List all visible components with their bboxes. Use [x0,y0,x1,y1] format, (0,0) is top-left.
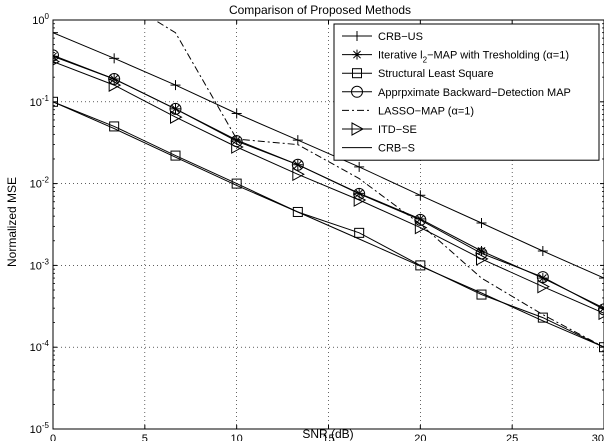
series-line [53,54,604,310]
x-tick-label: 15 [322,433,334,441]
plus-marker [109,53,120,64]
plus-marker [415,190,426,201]
plus-marker [170,80,181,91]
plus-marker [476,217,487,228]
x-tick-label: 0 [50,433,56,441]
circle-marker [291,158,304,171]
triangle-marker [170,110,183,124]
legend-item: ITD−SE [342,122,417,136]
x-tick-label: 5 [142,433,148,441]
triangle-marker [414,220,428,235]
series-line [153,20,604,348]
series-line [53,101,604,348]
axis-ticks: 0 5 10 15 20 25 30 10-5 10-4 10-3 10-2 10-1 100 [30,12,604,441]
series-5 [53,57,604,321]
legend-box [333,23,600,161]
y-tick-label: 10-4 [30,339,50,354]
legend-label: Apprpximate Backward−Detection MAP [378,87,571,99]
legend-label: LASSO−MAP (α=1) [378,105,474,117]
legend: CRB−US Iterative l2−MAP with Tresholding … [333,23,600,161]
x-tick-label: 30 [592,433,604,441]
series-line [53,61,604,314]
legend-label: CRB−US [378,31,423,43]
y-tick-label: 10-3 [30,257,50,272]
circle-marker [351,85,363,98]
circle-marker [414,213,427,226]
square-marker [352,68,362,79]
triangle-marker [108,78,122,92]
y-tick-label: 10-1 [30,94,50,109]
plus-marker [352,31,362,41]
triangle-marker [292,167,305,182]
triangle-marker [351,122,365,136]
series-4 [153,20,604,348]
x-tick-label: 20 [414,433,426,441]
legend-item: Iterative l2−MAP with Tresholding (α=1) [342,49,569,65]
triangle-marker [475,252,489,266]
square-marker [599,342,604,353]
square-marker [354,227,365,238]
y-axis-label: Normalized MSE [5,177,19,267]
series-6 [53,101,604,348]
legend-item: Structural Least Square [342,68,494,80]
plus-marker [292,135,303,146]
triangle-marker [537,279,550,294]
triangle-marker [231,140,244,154]
square-marker [292,206,303,217]
triangle-marker [598,306,604,321]
square-marker [53,96,58,107]
y-tick-label: 100 [32,12,49,27]
y-tick-label: 10-2 [30,176,50,191]
square-marker [537,312,548,323]
triangle-marker [353,193,367,207]
x-tick-label: 10 [231,433,243,441]
series-layer [53,20,604,353]
star-marker [352,49,362,60]
x-tick-label: 25 [506,433,518,441]
plus-marker [537,245,548,256]
legend-item: CRB−US [342,31,423,43]
chart-title: Comparison of Proposed Methods [229,3,411,17]
legend-item: Apprpximate Backward−Detection MAP [342,85,571,99]
legend-label: ITD−SE [378,124,417,136]
legend-label: CRB−S [378,143,415,155]
plus-marker [599,273,604,284]
legend-item: LASSO−MAP (α=1) [342,105,474,117]
plus-marker [231,108,242,119]
x-axis-label: SNR (dB) [302,427,353,441]
plus-marker [53,27,58,38]
plus-marker [354,161,365,172]
circle-marker [53,49,59,62]
series-line [53,101,604,348]
circle-marker [536,271,549,284]
series-0 [53,27,604,284]
series-line [53,32,604,279]
legend-item: CRB−S [342,143,415,155]
y-tick-label: 10-5 [30,421,50,436]
series-2 [53,96,604,353]
legend-label: Structural Least Square [378,68,494,80]
legend-label: Iterative l2−MAP with Tresholding (α=1) [378,50,569,65]
square-marker [415,260,426,271]
